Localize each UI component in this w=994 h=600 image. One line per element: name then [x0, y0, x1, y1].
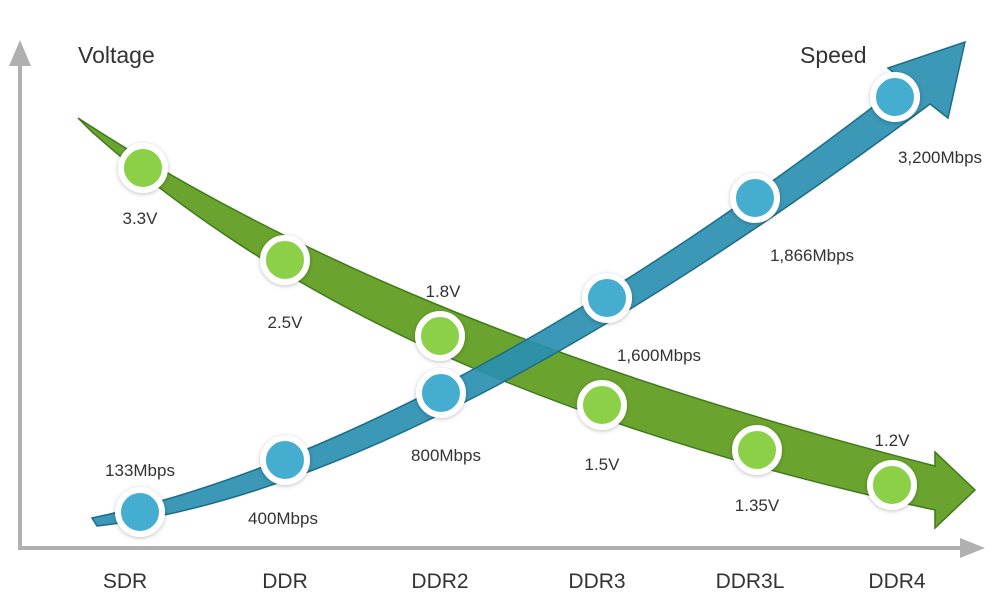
- x-tick-label: DDR: [262, 570, 308, 593]
- speed-data-label: 1,600Mbps: [617, 346, 701, 365]
- speed-point: [870, 72, 920, 122]
- x-tick-label: DDR3: [568, 570, 625, 593]
- voltage-data-label: 1.2V: [875, 431, 911, 450]
- x-axis-arrow-icon: [960, 538, 985, 558]
- right-axis-title: Speed: [800, 42, 867, 68]
- speed-data-label: 800Mbps: [411, 446, 481, 465]
- x-tick-label: SDR: [103, 570, 147, 593]
- speed-point: [115, 487, 165, 537]
- voltage-point: [732, 425, 782, 475]
- voltage-point: [118, 143, 168, 193]
- y-axis-arrow-icon: [9, 40, 31, 66]
- voltage-point: [415, 311, 465, 361]
- speed-band: [90, 40, 967, 527]
- speed-data-label: 1,866Mbps: [770, 246, 854, 265]
- voltage-point: [260, 235, 310, 285]
- speed-point: [416, 368, 466, 418]
- voltage-data-label: 2.5V: [268, 313, 304, 332]
- voltage-data-label: 1.5V: [585, 455, 621, 474]
- speed-point: [582, 273, 632, 323]
- left-axis-title: Voltage: [78, 42, 155, 68]
- voltage-point: [577, 380, 627, 430]
- voltage-data-label: 1.8V: [426, 282, 462, 301]
- speed-data-label: 3,200Mbps: [898, 148, 982, 167]
- speed-point: [260, 435, 310, 485]
- axes: [9, 40, 985, 558]
- voltage-data-label: 3.3V: [123, 209, 159, 228]
- speed-data-label: 400Mbps: [248, 509, 318, 528]
- voltage-point: [867, 460, 917, 510]
- x-tick-label: DDR2: [411, 570, 468, 593]
- speed-point: [730, 173, 780, 223]
- x-tick-label: DDR4: [868, 570, 925, 593]
- voltage-band: [77, 117, 977, 530]
- speed-data-label: 133Mbps: [105, 461, 175, 480]
- voltage-data-label: 1.35V: [735, 496, 780, 515]
- x-tick-label: DDR3L: [716, 570, 785, 593]
